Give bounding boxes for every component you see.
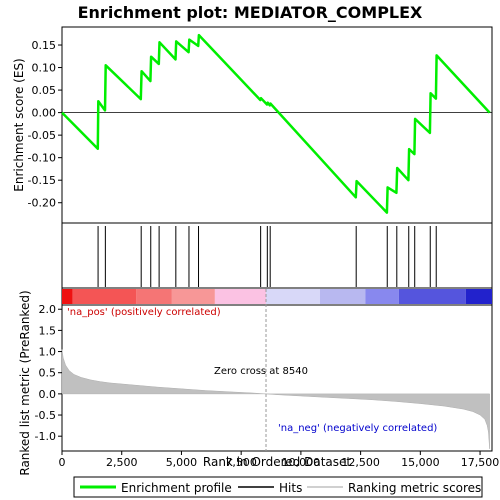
color-bar-segment <box>214 289 267 304</box>
x-tick-label: 12,500 <box>341 456 380 469</box>
metric-y-tick-label: 2.0 <box>39 303 57 316</box>
metric-y-tick-label: 1.0 <box>39 346 57 359</box>
x-tick-label: 15,000 <box>401 456 440 469</box>
color-bar-segment <box>171 289 215 304</box>
color-bar-segment <box>136 289 172 304</box>
ranked-metric-panel <box>61 304 493 452</box>
chart-title: Enrichment plot: MEDIATOR_COMPLEX <box>78 3 423 22</box>
axes-group: -0.20-0.15-0.10-0.050.000.050.100.15-1.0… <box>28 39 500 469</box>
ranking-metric-area <box>61 349 490 449</box>
es-y-tick-label: -0.20 <box>28 197 56 210</box>
enrichment-panel <box>61 26 493 224</box>
x-tick-label: 17,500 <box>461 456 500 469</box>
es-y-axis-label: Enrichment score (ES) <box>12 58 26 191</box>
color-bar-segment <box>62 289 73 304</box>
enrichment-profile-line <box>61 33 491 214</box>
es-y-tick-label: 0.00 <box>32 107 57 120</box>
legend-box <box>73 476 483 498</box>
na-neg-annotation: 'na_neg' (negatively correlated) <box>278 423 437 434</box>
x-axis-label: Rank in Ordered Dataset <box>203 455 351 469</box>
metric-y-tick-label: 0.0 <box>39 388 57 401</box>
legend-metric-label: Ranking metric scores <box>348 481 481 495</box>
metric-y-tick-label: -0.5 <box>35 409 56 422</box>
es-y-tick-label: 0.15 <box>32 39 57 52</box>
metric-y-tick-label: 1.5 <box>39 324 57 337</box>
metric-y-tick-label: -1.0 <box>35 430 56 443</box>
es-y-tick-label: 0.10 <box>32 62 57 75</box>
legend-hits-label: Hits <box>279 481 302 495</box>
x-tick-label: 2,500 <box>106 456 138 469</box>
x-tick-label: 10,000 <box>282 456 321 469</box>
ranked-metric-group <box>61 289 490 451</box>
x-tick-label: 7,500 <box>225 456 257 469</box>
x-tick-label: 5,000 <box>166 456 198 469</box>
color-bar-segment <box>365 289 399 304</box>
na-pos-annotation: 'na_pos' (positively correlated) <box>67 307 221 318</box>
hits-panel <box>61 222 493 290</box>
color-bar-segment <box>398 289 466 304</box>
hits-group <box>97 226 437 287</box>
color-bar-segment <box>72 289 137 304</box>
zero-cross-annotation: Zero cross at 8540 <box>214 366 308 377</box>
color-bar-segment <box>465 289 492 304</box>
es-y-tick-label: -0.10 <box>28 152 56 165</box>
es-y-tick-label: -0.05 <box>28 129 56 142</box>
es-y-tick-label: -0.15 <box>28 174 56 187</box>
x-tick-label: 0 <box>59 456 66 469</box>
es-y-tick-label: 0.05 <box>32 84 57 97</box>
color-bar-segment <box>320 289 366 304</box>
legend-enrichment-label: Enrichment profile <box>121 481 232 495</box>
metric-y-tick-label: 0.5 <box>39 367 57 380</box>
color-bar-group <box>62 289 492 304</box>
enrichment-profile-group <box>61 33 492 214</box>
color-bar-segment <box>266 289 320 304</box>
metric-y-axis-label: Ranked list metric (PreRanked) <box>18 290 32 475</box>
